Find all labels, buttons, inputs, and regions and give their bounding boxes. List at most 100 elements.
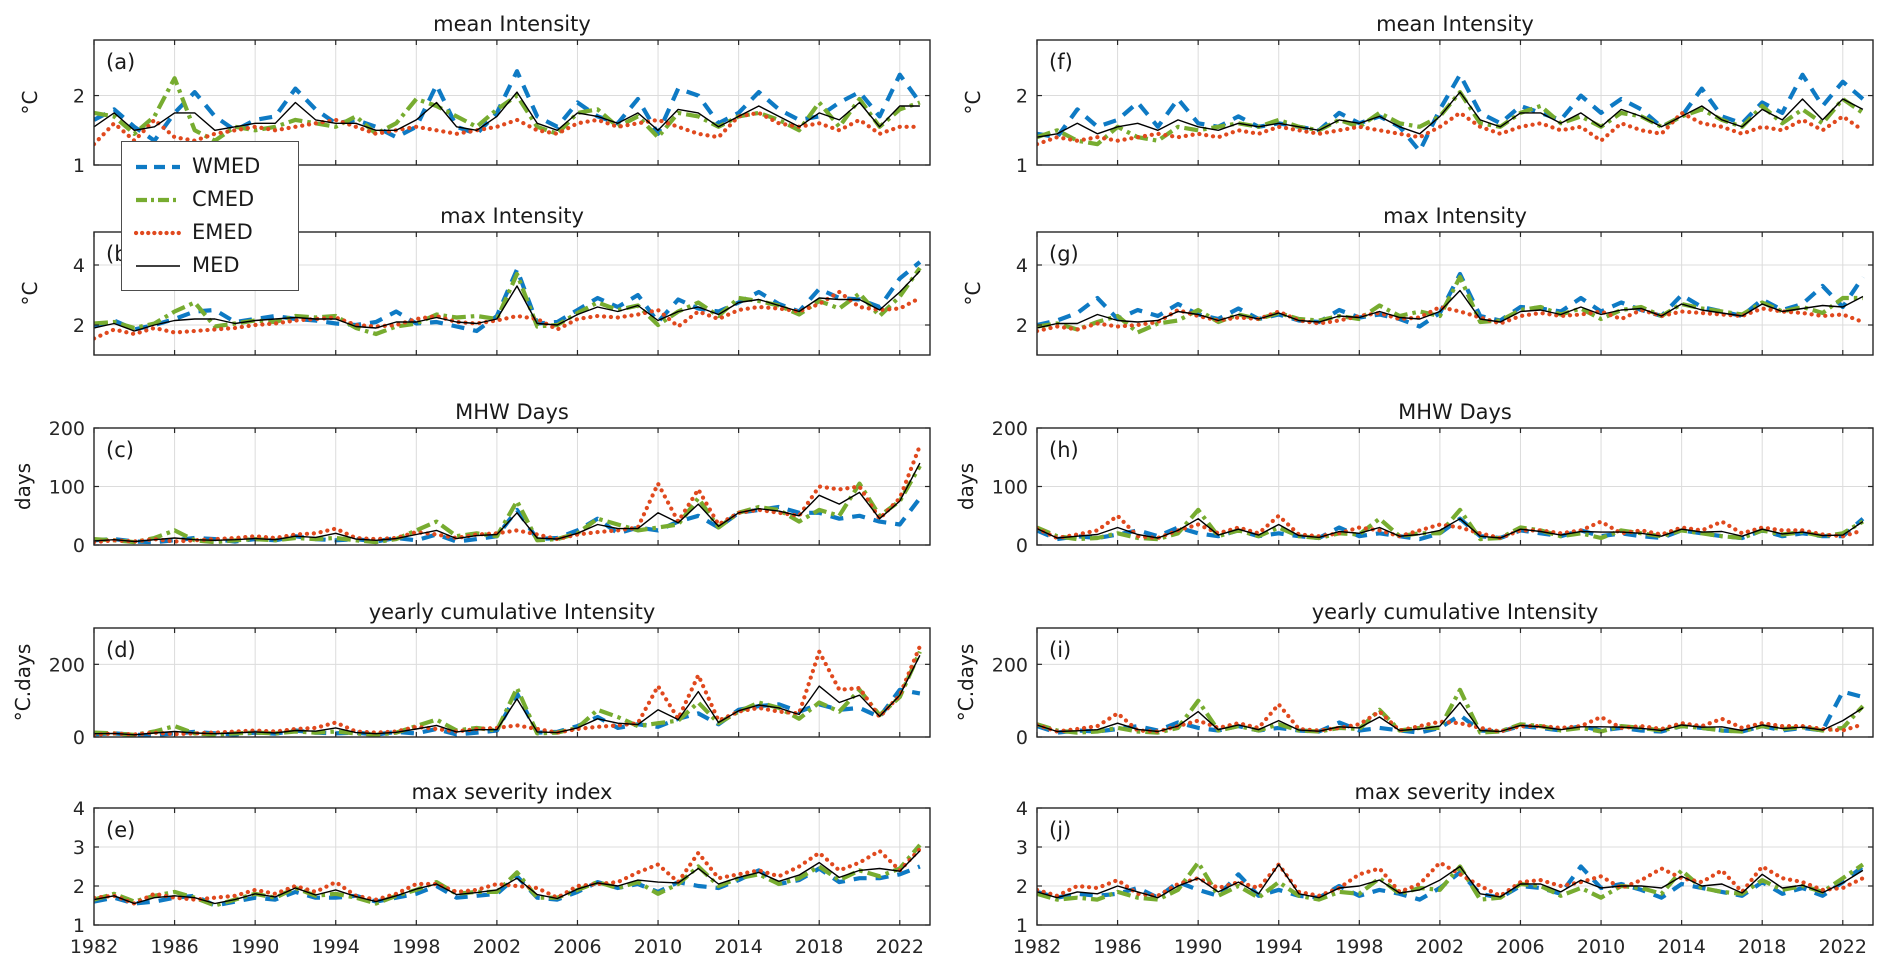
- cmed-dashdot-line-icon: [136, 197, 180, 202]
- y-tick-label: 2: [73, 315, 85, 337]
- y-axis-label-g: °C: [961, 282, 985, 306]
- x-tick-label: 2018: [1738, 936, 1786, 958]
- panel-letter-j: (j): [1049, 818, 1071, 842]
- series-wmed-line: [1037, 72, 1865, 154]
- series-emed-line: [1037, 110, 1866, 147]
- series-emed-line: [94, 846, 923, 906]
- y-tick-label: 4: [73, 255, 85, 277]
- series-wmed-line: [1037, 271, 1865, 329]
- panel-title-j: max severity index: [1355, 780, 1556, 804]
- y-tick-label: 1: [73, 155, 85, 177]
- panel-g-series: [1037, 271, 1866, 335]
- y-tick-label: 0: [1016, 727, 1028, 749]
- series-cmed-line: [94, 76, 921, 143]
- y-tick-label: 4: [1016, 255, 1028, 277]
- x-tick-label: 2022: [1819, 936, 1867, 958]
- series-cmed-line: [1037, 860, 1865, 902]
- legend-item-emed: EMED: [134, 216, 288, 249]
- panel-letter-i: (i): [1049, 638, 1071, 662]
- y-tick-label: 200: [49, 418, 85, 440]
- axes-box: [93, 627, 931, 738]
- panel-d: [93, 627, 931, 738]
- y-tick-label: 2: [73, 876, 85, 898]
- y-axis-label-f: °C: [961, 91, 985, 115]
- axes-box: [1036, 807, 1874, 926]
- panel-title-c: MHW Days: [455, 400, 569, 424]
- x-tick-label: 2018: [795, 936, 843, 958]
- x-tick-label: 1998: [392, 936, 440, 958]
- series-wmed-line: [1037, 864, 1865, 902]
- y-tick-label: 2: [1016, 86, 1028, 108]
- axes-box: [93, 231, 931, 356]
- x-tick-label: 1994: [312, 936, 360, 958]
- legend-label-cmed: CMED: [192, 187, 255, 211]
- x-tick-label: 2002: [473, 936, 521, 958]
- axes-box: [1036, 627, 1874, 738]
- series-emed-line: [1037, 304, 1866, 334]
- legend-item-cmed: CMED: [134, 183, 288, 216]
- y-tick-label: 0: [1016, 535, 1028, 557]
- x-tick-label: 1990: [1174, 936, 1222, 958]
- x-tick-label: 2002: [1416, 936, 1464, 958]
- series-med-line: [94, 91, 920, 132]
- x-tick-label: 1998: [1335, 936, 1383, 958]
- x-tick-label: 1990: [231, 936, 279, 958]
- y-tick-label: 3: [73, 837, 85, 859]
- y-tick-label: 2: [1016, 315, 1028, 337]
- x-tick-label: 1994: [1255, 936, 1303, 958]
- wmed-dashed-line-icon: [136, 164, 180, 169]
- series-emed-line: [94, 443, 923, 545]
- emed-dotted-line-icon: [134, 230, 182, 235]
- series-med-line: [94, 850, 921, 905]
- panel-g: [1036, 231, 1874, 356]
- panel-a-series: [94, 69, 923, 147]
- panel-letter-e: (e): [106, 818, 135, 842]
- y-tick-label: 0: [73, 535, 85, 557]
- series-wmed-line: [1037, 516, 1865, 542]
- series-wmed-line: [94, 69, 922, 143]
- axes-box: [93, 807, 931, 926]
- panel-j-series: [1037, 860, 1866, 902]
- y-tick-label: 0: [73, 727, 85, 749]
- panel-title-e: max severity index: [412, 780, 613, 804]
- panel-h: [1036, 427, 1874, 546]
- y-tick-label: 200: [992, 418, 1028, 440]
- series-med-line: [1037, 863, 1864, 899]
- panel-e: [93, 807, 931, 926]
- panel-letter-f: (f): [1049, 50, 1073, 74]
- panel-c: [93, 427, 931, 546]
- series-cmed-line: [94, 464, 922, 545]
- panel-title-g: max Intensity: [1383, 204, 1527, 228]
- y-tick-label: 1: [1016, 915, 1028, 937]
- x-tick-label: 1982: [1013, 936, 1061, 958]
- panel-letter-c: (c): [106, 438, 134, 462]
- panel-d-series: [94, 644, 923, 737]
- panel-title-d: yearly cumulative Intensity: [369, 600, 656, 624]
- y-tick-label: 4: [1016, 798, 1028, 820]
- x-tick-label: 1986: [1093, 936, 1141, 958]
- series-wmed-line: [94, 260, 922, 334]
- panel-i: [1036, 627, 1874, 738]
- y-axis-label-a: °C: [18, 91, 42, 115]
- series-med-line: [1037, 289, 1864, 329]
- series-cmed-line: [1037, 274, 1863, 335]
- med-solid-line-icon: [136, 264, 180, 267]
- panel-c-series: [94, 443, 923, 545]
- x-tick-label: 2010: [634, 936, 682, 958]
- legend-label-emed: EMED: [192, 220, 253, 244]
- x-tick-label: 1986: [150, 936, 198, 958]
- y-axis-label-i: °C.days: [954, 644, 978, 722]
- series-med-line: [94, 270, 921, 332]
- panel-title-a: mean Intensity: [433, 12, 591, 36]
- series-emed-line: [94, 289, 923, 341]
- panel-h-series: [1037, 507, 1866, 542]
- y-tick-label: 100: [49, 477, 85, 499]
- series-med-line: [1037, 701, 1864, 733]
- legend: WMED CMED EMED MED: [121, 141, 299, 291]
- panel-title-f: mean Intensity: [1376, 12, 1534, 36]
- legend-label-med: MED: [192, 253, 240, 277]
- series-emed-line: [1037, 860, 1866, 898]
- x-tick-label: 2014: [714, 936, 762, 958]
- y-tick-label: 200: [992, 654, 1028, 676]
- series-emed-line: [94, 644, 923, 737]
